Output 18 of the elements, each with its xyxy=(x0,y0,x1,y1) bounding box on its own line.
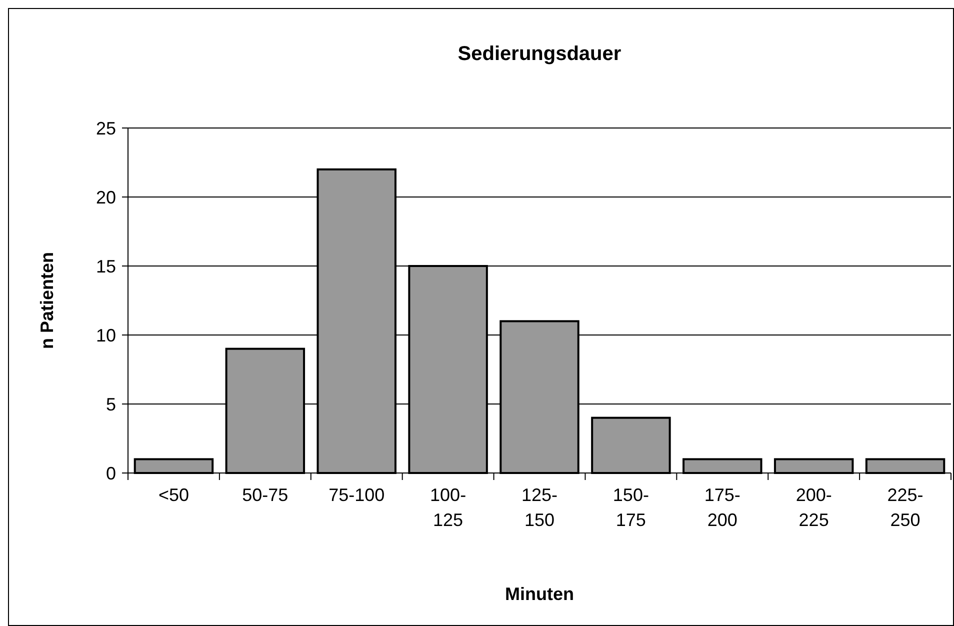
y-axis-title: n Patienten xyxy=(37,252,57,350)
x-tick-label: 75-100 xyxy=(328,485,385,505)
x-tick-label: 200-225 xyxy=(796,485,832,530)
y-tick-label: 5 xyxy=(106,394,116,414)
y-tick-label: 10 xyxy=(96,325,116,346)
x-tick-label: 50-75 xyxy=(242,485,288,505)
x-axis-title: Minuten xyxy=(505,584,574,604)
y-tick-label: 0 xyxy=(106,463,116,484)
x-tick-label: 150-175 xyxy=(612,485,649,530)
y-tick-label: 25 xyxy=(96,118,116,138)
x-tick-label: <50 xyxy=(158,485,189,505)
x-tick-label: 175-200 xyxy=(704,485,740,530)
x-tick-label: 125-150 xyxy=(521,485,558,530)
y-tick-label: 15 xyxy=(96,256,116,276)
chart-title: Sedierungsdauer xyxy=(458,43,622,65)
x-tick-label: 100-125 xyxy=(430,485,466,530)
x-tick-label: 225-250 xyxy=(887,485,924,530)
y-tick-label: 20 xyxy=(96,187,116,208)
